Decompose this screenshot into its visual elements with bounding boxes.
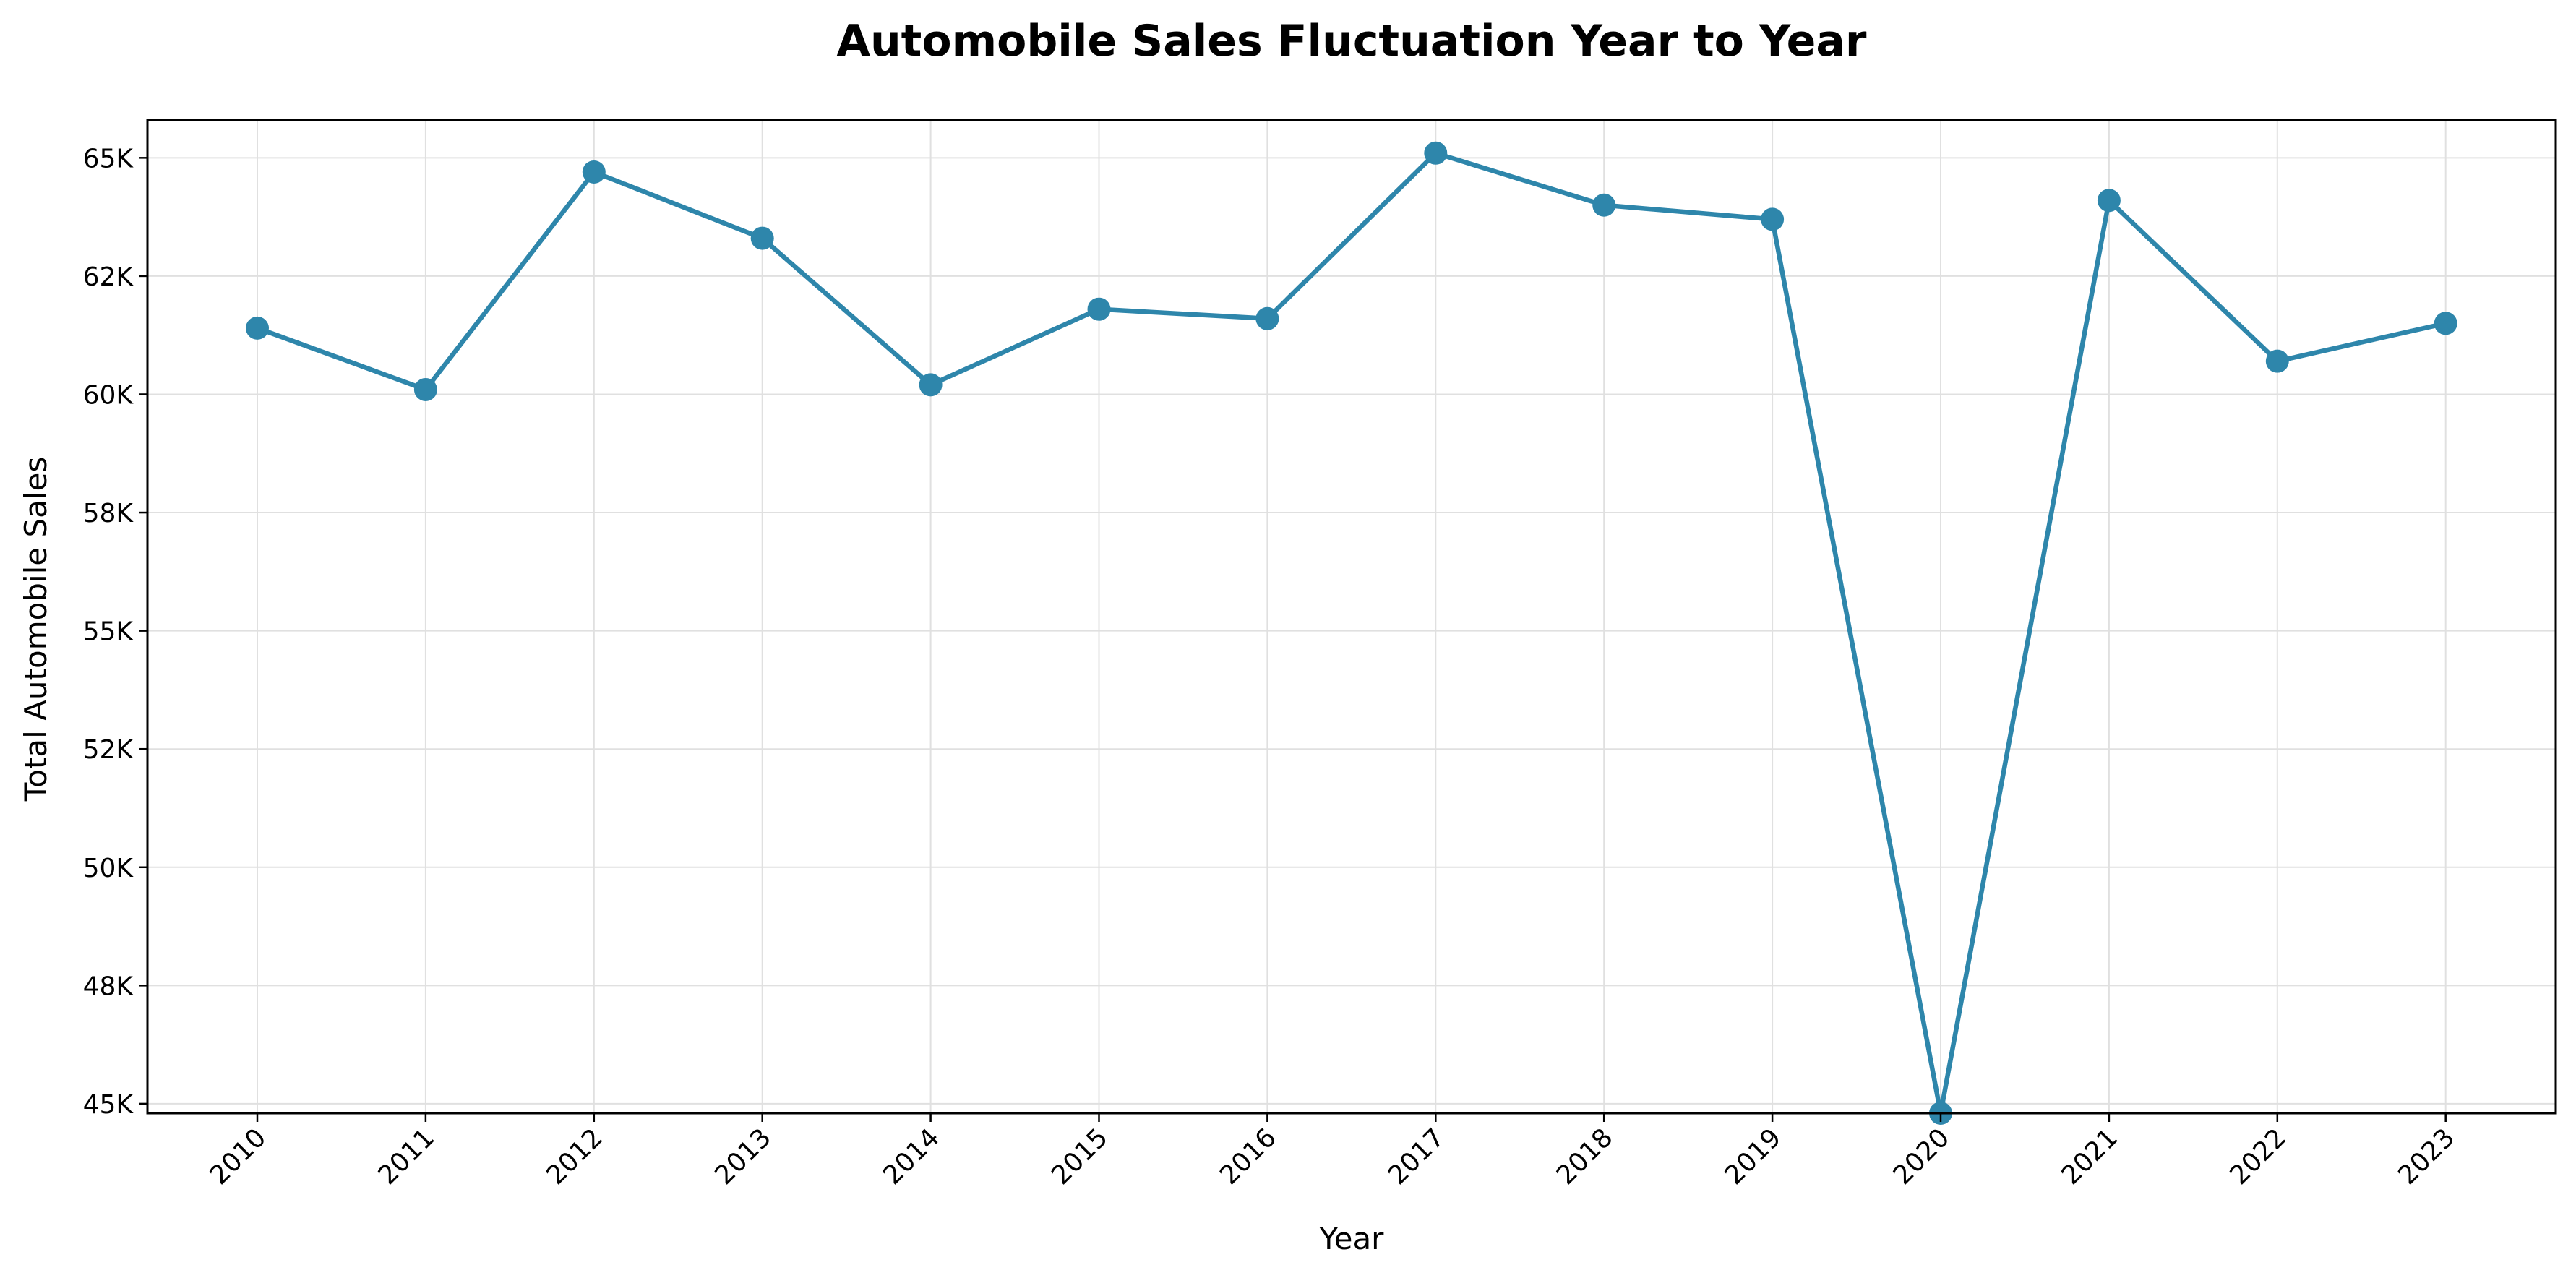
x-tick-label: 2021 <box>2056 1123 2124 1191</box>
x-tick-label: 2022 <box>2224 1123 2292 1191</box>
x-tick-label: 2014 <box>877 1123 945 1191</box>
y-tick-label: 48K <box>83 972 134 1001</box>
data-point <box>1761 207 1785 231</box>
x-axis: 2010 2011 2012 2013 2014 2015 2016 2017 2018 2019… <box>205 1113 2460 1191</box>
data-point <box>2097 189 2121 213</box>
y-tick-label: 62K <box>83 262 134 292</box>
data-point <box>1592 193 1616 217</box>
series-line <box>254 150 2448 1116</box>
y-tick-label: 52K <box>83 735 134 765</box>
x-tick-label: 2023 <box>2392 1123 2460 1191</box>
data-point <box>1424 141 1448 165</box>
series-layer <box>246 141 2457 1125</box>
data-point <box>1255 306 1279 330</box>
x-tick-label: 2012 <box>541 1123 609 1191</box>
x-axis-label: Year <box>1319 1221 1385 1256</box>
data-point <box>246 316 269 340</box>
data-point <box>919 373 943 397</box>
x-tick-label: 2017 <box>1383 1123 1451 1191</box>
y-tick-label: 65K <box>83 144 134 173</box>
y-tick-label: 55K <box>83 617 134 647</box>
x-tick-label: 2019 <box>1720 1123 1787 1191</box>
grid-layer <box>147 120 2556 1113</box>
x-tick-label: 2020 <box>1888 1123 1956 1191</box>
y-axis: 45K 48K 50K 52K 55K 58K 60K 62K 65K <box>83 144 147 1120</box>
y-tick-label: 58K <box>83 499 134 528</box>
y-axis-label: Total Automobile Sales <box>18 457 53 802</box>
y-tick-label: 60K <box>83 380 134 410</box>
x-tick-label: 2016 <box>1214 1123 1282 1191</box>
data-point <box>2265 349 2289 373</box>
x-tick-label: 2015 <box>1046 1123 1114 1191</box>
x-tick-label: 2013 <box>709 1123 777 1191</box>
x-tick-label: 2018 <box>1551 1123 1619 1191</box>
y-tick-label: 45K <box>83 1090 134 1120</box>
data-point <box>413 377 437 401</box>
chart-title: Automobile Sales Fluctuation Year to Yea… <box>837 16 1867 67</box>
y-tick-label: 50K <box>83 854 134 883</box>
x-tick-label: 2011 <box>372 1123 440 1191</box>
data-point <box>2434 312 2457 335</box>
data-point <box>1087 297 1111 321</box>
data-point <box>750 226 774 250</box>
data-point <box>582 160 606 184</box>
x-tick-label: 2010 <box>205 1123 272 1191</box>
plot-frame <box>146 119 2557 1115</box>
